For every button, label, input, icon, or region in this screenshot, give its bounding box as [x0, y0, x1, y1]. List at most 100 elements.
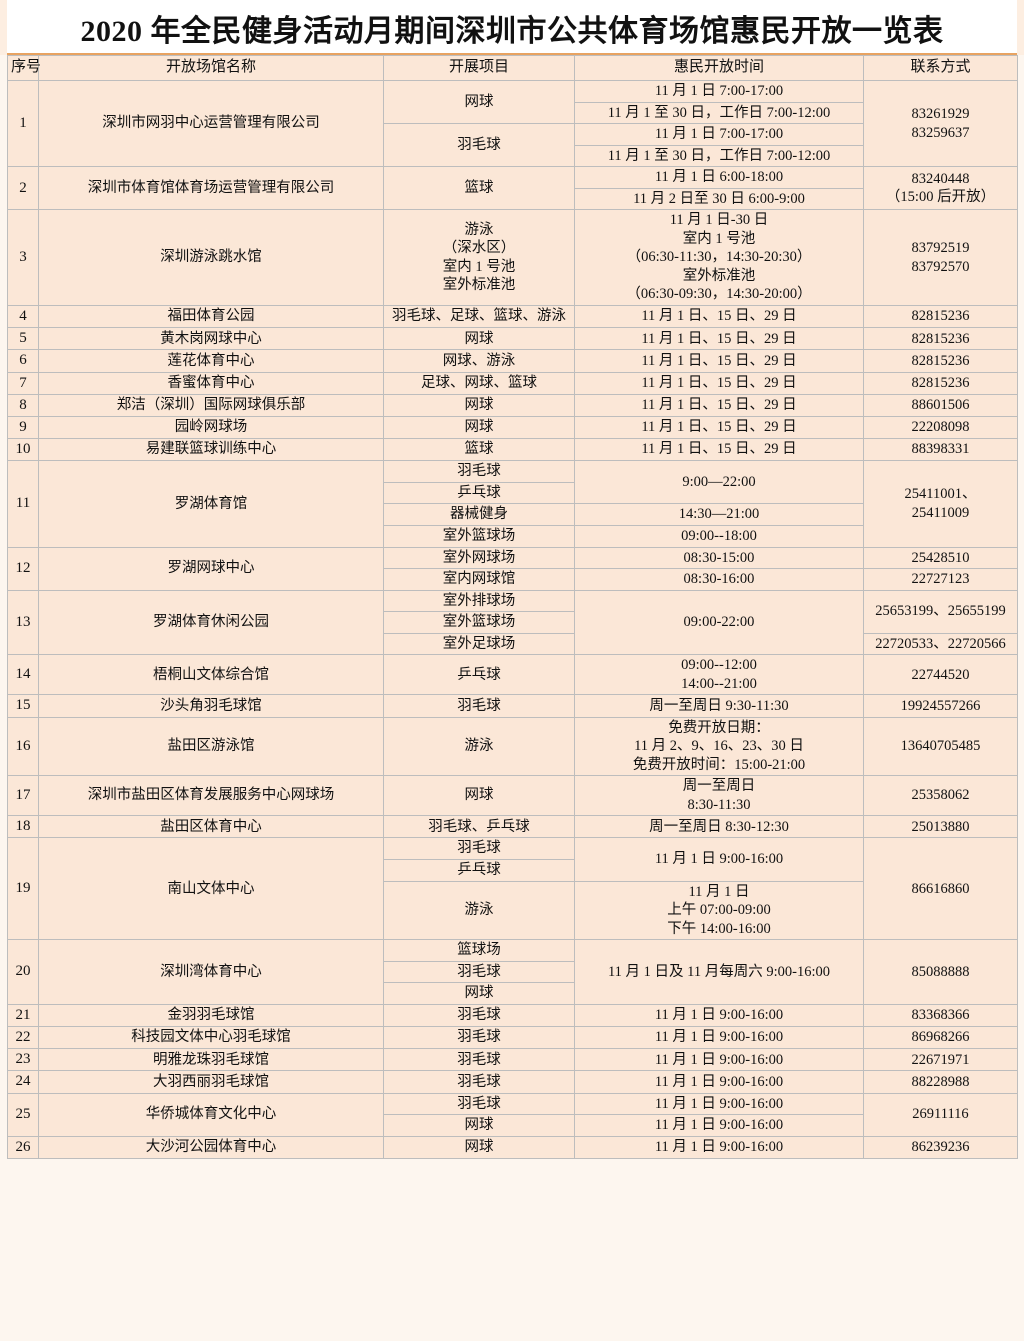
- table-row: 24 大羽西丽羽毛球馆 羽毛球 11 月 1 日 9:00-16:00 88228988: [7, 1070, 1018, 1094]
- opening-time: 11 月 1 日 9:00-16:00: [574, 1114, 864, 1137]
- opening-time: 14:30—21:00: [574, 503, 864, 526]
- program-name: 室外篮球场: [383, 524, 575, 548]
- venue-name: 郑洁（深圳）国际网球俱乐部: [38, 393, 384, 417]
- opening-time: 11 月 1 日、15 日、29 日: [574, 349, 864, 373]
- program-name: 篮球场: [383, 939, 575, 962]
- program-name: 网球: [383, 393, 575, 417]
- left-edge-strip: [0, 0, 7, 55]
- program-name: 室内网球馆: [383, 568, 575, 591]
- venues-table: 序号 开放场馆名称 开展项目 惠民开放时间 联系方式 1 深圳市网羽中心运营管理有限公司 网球…: [7, 55, 1018, 1159]
- page-title: 2020 年全民健身活动月期间深圳市公共体育场馆惠民开放一览表: [80, 14, 944, 48]
- opening-time: 09:00-22:00: [574, 589, 864, 656]
- table-row: 6 莲花体育中心 网球、游泳 11 月 1 日、15 日、29 日 82815236: [7, 349, 1018, 373]
- opening-time: 11 月 1 日 9:00-16:00: [574, 1003, 864, 1028]
- row-seq: 6: [7, 349, 39, 373]
- venue-name: 深圳市体育馆体育场运营管理有限公司: [38, 166, 384, 211]
- contact-number: 82815236: [863, 327, 1018, 351]
- program-name: 篮球: [383, 166, 575, 211]
- venue-name: 华侨城体育文化中心: [38, 1092, 384, 1137]
- table-row: 室内网球馆 08:30-16:00 22727123: [8, 568, 1018, 591]
- contact-number: 83240448 （15:00 后开放）: [863, 166, 1018, 211]
- table-row: 11 月 1 至 30 日，工作日 7:00-12:00: [8, 144, 1018, 168]
- row-seq: 10: [7, 438, 39, 462]
- program-name: 羽毛球: [383, 694, 575, 718]
- row-seq: 24: [7, 1070, 39, 1094]
- contact-number: 22727123: [863, 568, 1018, 591]
- opening-time: 09:00--12:00 14:00--21:00: [574, 654, 864, 696]
- program-name: 网球: [383, 327, 575, 351]
- row-seq: 12: [7, 546, 39, 591]
- program-name: 羽毛球: [383, 960, 575, 984]
- table-row: 11 月 2 日至 30 日 6:00-9:00: [8, 187, 1018, 211]
- table-row: 14 梧桐山文体综合馆 乒乓球 09:00--12:00 14:00--21:00 227…: [7, 654, 1018, 696]
- contact-number: 13640705485: [863, 716, 1018, 777]
- table-row: 乒乓球: [8, 481, 1018, 505]
- row-seq: 19: [7, 837, 39, 941]
- program-name: 篮球: [383, 438, 575, 462]
- row-seq: 14: [7, 654, 39, 696]
- column-header-contact: 联系方式: [863, 55, 1018, 81]
- venue-name: 深圳市网羽中心运营管理有限公司: [38, 79, 384, 168]
- venue-name: 深圳游泳跳水馆: [38, 209, 384, 307]
- opening-time: 11 月 1 日 9:00-16:00: [574, 1026, 864, 1050]
- table-row: 4 福田体育公园 羽毛球、足球、篮球、游泳 11 月 1 日、15 日、29 日 828…: [7, 305, 1018, 329]
- opening-time: 周一至周日 8:30-11:30: [574, 775, 864, 817]
- program-name: 游泳 （深水区） 室内 1 号池 室外标准池: [383, 209, 575, 307]
- contact-number: 19924557266: [863, 694, 1018, 718]
- table-row: 11 罗湖体育馆 羽毛球 9:00—22:00 25411001、 25411009: [7, 460, 1018, 548]
- venue-name: 科技园文体中心羽毛球馆: [38, 1026, 384, 1050]
- program-name: 游泳: [383, 880, 575, 941]
- row-seq: 3: [7, 209, 39, 307]
- contact-number: 86616860: [863, 837, 1018, 941]
- row-seq: 16: [7, 716, 39, 777]
- table-row: 25 华侨城体育文化中心 羽毛球 11 月 1 日 9:00-16:00 2691111…: [7, 1092, 1018, 1137]
- contact-number: 86239236: [863, 1135, 1018, 1159]
- opening-time: 11 月 1 日 9:00-16:00: [574, 1092, 864, 1116]
- opening-time: 11 月 1 日 6:00-18:00: [574, 166, 864, 189]
- venue-name: 明雅龙珠羽毛球馆: [38, 1048, 384, 1072]
- row-seq: 7: [7, 371, 39, 395]
- row-seq: 26: [7, 1135, 39, 1159]
- table-row: 21 金羽羽毛球馆 羽毛球 11 月 1 日 9:00-16:00 83368366: [7, 1003, 1018, 1028]
- table-row: 15 沙头角羽毛球馆 羽毛球 周一至周日 9:30-11:30 19924557266: [7, 694, 1018, 718]
- opening-time: 09:00--18:00: [574, 524, 864, 548]
- row-seq: 8: [7, 393, 39, 417]
- venue-name: 大沙河公园体育中心: [38, 1135, 384, 1159]
- opening-time: 11 月 1 日、15 日、29 日: [574, 327, 864, 351]
- row-seq: 15: [7, 694, 39, 718]
- program-name: 室外足球场: [383, 632, 575, 656]
- opening-time: 9:00—22:00: [574, 460, 864, 505]
- contact-number: 22671971: [863, 1048, 1018, 1072]
- program-name: 网球: [383, 1135, 575, 1159]
- column-header-venue: 开放场馆名称: [38, 55, 384, 81]
- table-row: 羽毛球: [8, 960, 1018, 984]
- program-name: 羽毛球、乒乓球: [383, 815, 575, 839]
- table-row: 2 深圳市体育馆体育场运营管理有限公司 篮球 11 月 1 日 6:00-18:00 8…: [7, 166, 1018, 211]
- opening-time: 11 月 1 至 30 日，工作日 7:00-12:00: [574, 101, 864, 125]
- venue-name: 易建联篮球训练中心: [38, 438, 384, 462]
- opening-time: 11 月 1 日、15 日、29 日: [574, 415, 864, 440]
- table-row: 室外篮球场 09:00--18:00: [8, 524, 1018, 548]
- row-seq: 5: [7, 327, 39, 351]
- contact-number: 25653199、25655199: [863, 589, 1018, 634]
- program-name: 网球: [383, 79, 575, 125]
- contact-number: 22720533、22720566: [863, 632, 1018, 656]
- table-row: 器械健身 14:30—21:00: [8, 503, 1018, 526]
- opening-time: 11 月 1 日 9:00-16:00: [574, 1048, 864, 1072]
- opening-time: 11 月 1 至 30 日，工作日 7:00-12:00: [574, 144, 864, 168]
- table-body: 序号 开放场馆名称 开展项目 惠民开放时间 联系方式 1 深圳市网羽中心运营管理有限公司 网球…: [7, 55, 1018, 1159]
- row-seq: 23: [7, 1048, 39, 1072]
- table-row: 13 罗湖体育休闲公园 室外排球场 09:00-22:00 25653199、25655…: [7, 589, 1018, 656]
- program-name: 室外排球场: [383, 589, 575, 613]
- column-header-program: 开展项目: [383, 55, 575, 81]
- table-row: 7 香蜜体育中心 足球、网球、篮球 11 月 1 日、15 日、29 日 8281523…: [7, 371, 1018, 395]
- program-name: 羽毛球、足球、篮球、游泳: [383, 305, 575, 329]
- opening-time: 11 月 1 日-30 日室内 1 号池 （06:30-11:30，14:30-2…: [574, 209, 864, 307]
- table-row: 23 明雅龙珠羽毛球馆 羽毛球 11 月 1 日 9:00-16:00 22671971: [7, 1048, 1018, 1072]
- contact-number: 88228988: [863, 1070, 1018, 1094]
- opening-time: 11 月 1 日 9:00-16:00: [574, 1070, 864, 1094]
- row-seq: 2: [7, 166, 39, 211]
- opening-time: 11 月 1 日上午 07:00-09:00 下午 14:00-16:00: [574, 880, 864, 941]
- row-seq: 9: [7, 415, 39, 440]
